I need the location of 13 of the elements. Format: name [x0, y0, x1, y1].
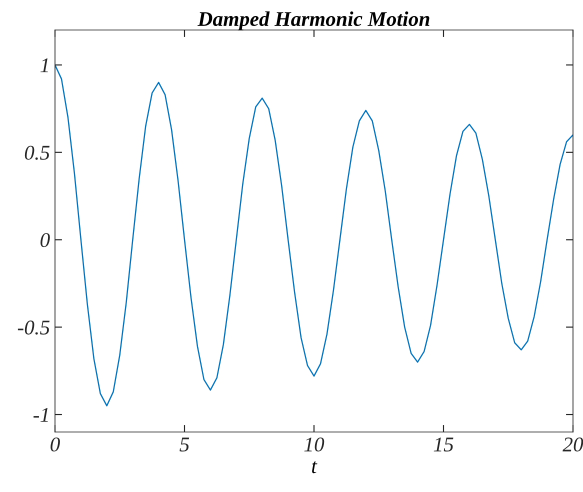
x-axis-title: t: [312, 461, 318, 474]
x-tick-label: 0: [50, 437, 60, 452]
y-tick-label: 0: [40, 233, 50, 248]
y-tick-label: 0.5: [24, 146, 50, 160]
y-tick-label: 1: [40, 58, 48, 72]
x-tick-label: 20: [562, 437, 583, 452]
x-tick-label: 15: [434, 438, 454, 452]
x-tick-label: 5: [180, 438, 190, 452]
y-tick-label: -1: [34, 408, 48, 422]
x-tick-label: 10: [304, 437, 324, 452]
line-series: [55, 64, 573, 406]
chart-title: Damped Harmonic Motion: [198, 11, 430, 30]
y-tick-label: -0.5: [18, 320, 50, 335]
